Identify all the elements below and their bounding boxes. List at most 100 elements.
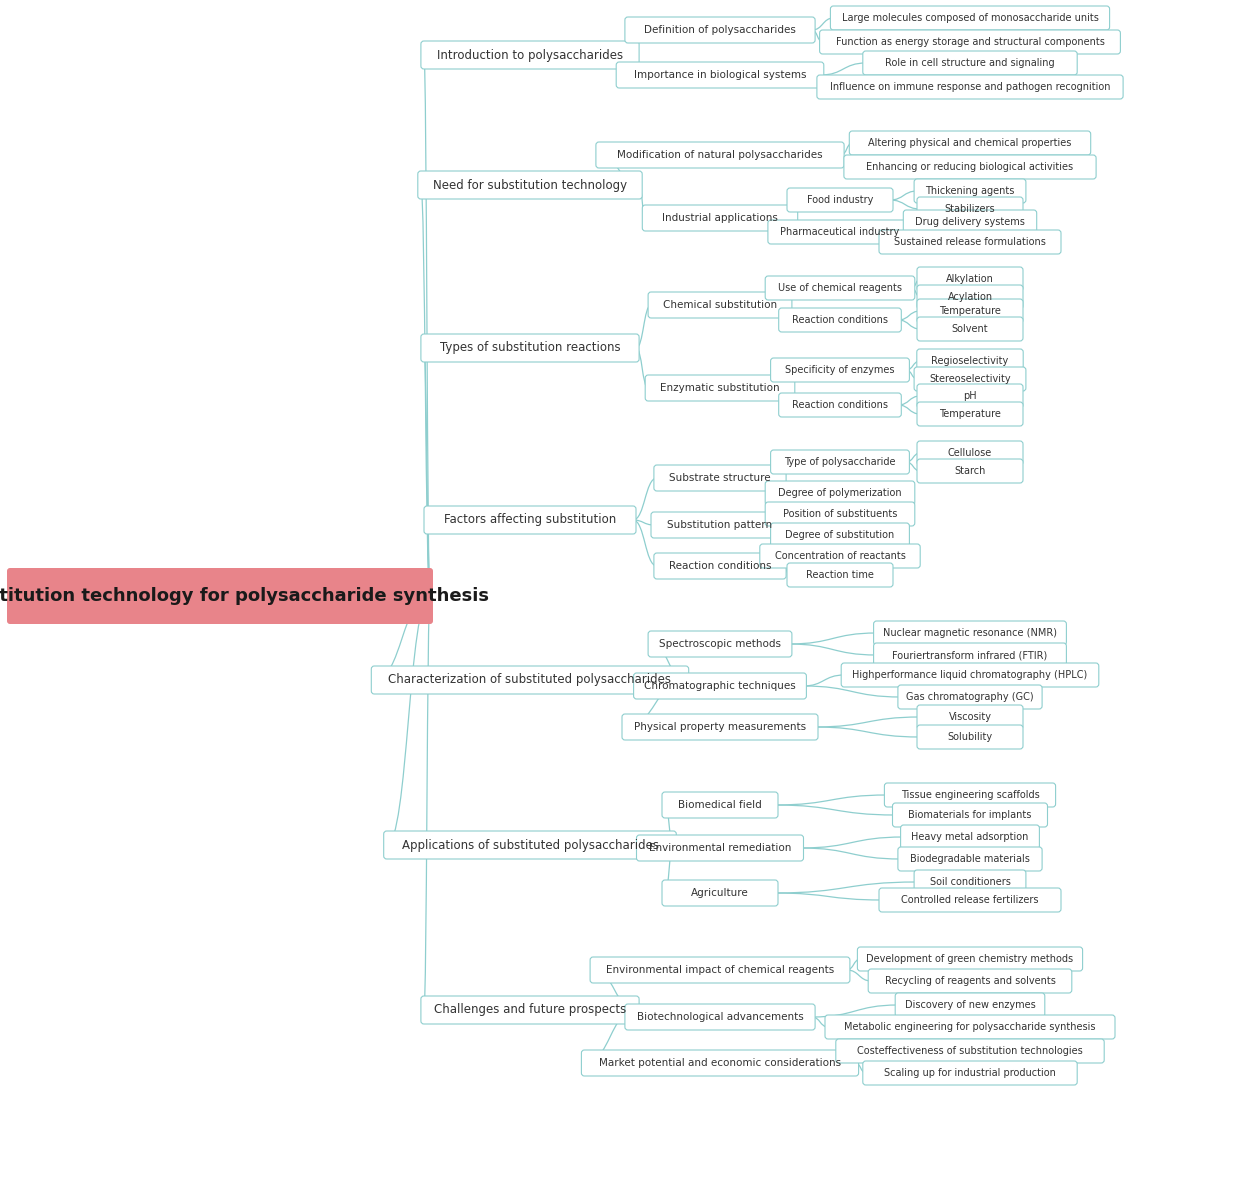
Text: Use of chemical reagents: Use of chemical reagents: [777, 283, 901, 293]
Text: Position of substituents: Position of substituents: [782, 509, 898, 519]
Text: Concentration of reactants: Concentration of reactants: [775, 551, 905, 561]
FancyBboxPatch shape: [820, 30, 1121, 54]
Text: Pharmaceutical industry: Pharmaceutical industry: [780, 226, 900, 237]
Text: Substitution technology for polysaccharide synthesis: Substitution technology for polysacchari…: [0, 586, 490, 606]
Text: Chemical substitution: Chemical substitution: [663, 300, 777, 310]
FancyBboxPatch shape: [918, 459, 1023, 483]
Text: Biodegradable materials: Biodegradable materials: [910, 853, 1030, 864]
FancyBboxPatch shape: [420, 997, 639, 1024]
Text: Applications of substituted polysaccharides: Applications of substituted polysacchari…: [402, 838, 658, 851]
Text: Challenges and future prospects: Challenges and future prospects: [434, 1004, 626, 1017]
Text: Large molecules composed of monosaccharide units: Large molecules composed of monosacchari…: [842, 13, 1099, 23]
FancyBboxPatch shape: [918, 402, 1023, 426]
FancyBboxPatch shape: [863, 1061, 1078, 1085]
Text: Factors affecting substitution: Factors affecting substitution: [444, 514, 616, 527]
FancyBboxPatch shape: [893, 803, 1048, 827]
Text: Agriculture: Agriculture: [691, 888, 749, 898]
Text: Development of green chemistry methods: Development of green chemistry methods: [867, 954, 1074, 964]
FancyBboxPatch shape: [424, 505, 636, 534]
Text: Characterization of substituted polysaccharides: Characterization of substituted polysacc…: [388, 673, 672, 687]
FancyBboxPatch shape: [770, 523, 909, 547]
Text: Biotechnological advancements: Biotechnological advancements: [636, 1012, 804, 1022]
Text: Temperature: Temperature: [939, 306, 1001, 316]
FancyBboxPatch shape: [7, 569, 433, 623]
FancyBboxPatch shape: [918, 267, 1023, 291]
Text: pH: pH: [963, 391, 977, 401]
Text: Stereoselectivity: Stereoselectivity: [929, 374, 1011, 384]
Text: Acylation: Acylation: [947, 292, 992, 302]
Text: Food industry: Food industry: [807, 195, 873, 205]
FancyBboxPatch shape: [831, 6, 1110, 30]
FancyBboxPatch shape: [622, 714, 818, 740]
Text: Highperformance liquid chromatography (HPLC): Highperformance liquid chromatography (H…: [852, 670, 1087, 679]
Text: Definition of polysaccharides: Definition of polysaccharides: [644, 25, 796, 35]
Text: Regioselectivity: Regioselectivity: [931, 356, 1008, 366]
FancyBboxPatch shape: [383, 831, 676, 859]
Text: Substrate structure: Substrate structure: [670, 473, 771, 483]
FancyBboxPatch shape: [649, 292, 792, 318]
FancyBboxPatch shape: [760, 544, 920, 569]
FancyBboxPatch shape: [884, 783, 1055, 807]
FancyBboxPatch shape: [662, 880, 777, 906]
FancyBboxPatch shape: [590, 957, 849, 983]
FancyBboxPatch shape: [662, 791, 777, 818]
Text: Solubility: Solubility: [947, 732, 992, 741]
Text: Starch: Starch: [955, 466, 986, 476]
FancyBboxPatch shape: [582, 1050, 858, 1076]
Text: Reaction conditions: Reaction conditions: [792, 401, 888, 410]
Text: Biomaterials for implants: Biomaterials for implants: [909, 811, 1032, 820]
Text: Physical property measurements: Physical property measurements: [634, 722, 806, 732]
FancyBboxPatch shape: [642, 205, 797, 231]
FancyBboxPatch shape: [653, 465, 786, 491]
Text: Environmental remediation: Environmental remediation: [649, 843, 791, 853]
Text: Metabolic engineering for polysaccharide synthesis: Metabolic engineering for polysaccharide…: [844, 1022, 1096, 1032]
Text: Introduction to polysaccharides: Introduction to polysaccharides: [436, 49, 622, 62]
Text: Controlled release fertilizers: Controlled release fertilizers: [901, 895, 1039, 905]
FancyBboxPatch shape: [900, 825, 1039, 849]
FancyBboxPatch shape: [918, 197, 1023, 221]
FancyBboxPatch shape: [849, 131, 1091, 155]
Text: Gas chromatography (GC): Gas chromatography (GC): [906, 693, 1034, 702]
FancyBboxPatch shape: [765, 277, 915, 300]
FancyBboxPatch shape: [418, 170, 642, 199]
FancyBboxPatch shape: [914, 179, 1025, 203]
Text: Enhancing or reducing biological activities: Enhancing or reducing biological activit…: [867, 162, 1074, 172]
FancyBboxPatch shape: [918, 299, 1023, 323]
FancyBboxPatch shape: [420, 334, 639, 362]
FancyBboxPatch shape: [768, 221, 913, 244]
Text: Substitution pattern: Substitution pattern: [667, 520, 773, 530]
FancyBboxPatch shape: [625, 1004, 815, 1030]
FancyBboxPatch shape: [857, 946, 1083, 971]
FancyBboxPatch shape: [879, 230, 1061, 254]
Text: Solvent: Solvent: [951, 324, 988, 334]
Text: Alkylation: Alkylation: [946, 274, 994, 284]
Text: Heavy metal adsorption: Heavy metal adsorption: [911, 832, 1029, 842]
FancyBboxPatch shape: [770, 358, 909, 381]
FancyBboxPatch shape: [914, 367, 1025, 391]
Text: Costeffectiveness of substitution technologies: Costeffectiveness of substitution techno…: [857, 1047, 1083, 1056]
Text: Discovery of new enzymes: Discovery of new enzymes: [905, 1000, 1035, 1010]
Text: Modification of natural polysaccharides: Modification of natural polysaccharides: [618, 150, 823, 160]
FancyBboxPatch shape: [874, 642, 1066, 668]
FancyBboxPatch shape: [863, 51, 1078, 75]
FancyBboxPatch shape: [420, 41, 639, 69]
FancyBboxPatch shape: [895, 993, 1045, 1017]
FancyBboxPatch shape: [844, 155, 1096, 179]
FancyBboxPatch shape: [787, 188, 893, 212]
FancyBboxPatch shape: [596, 142, 844, 168]
Text: Influence on immune response and pathogen recognition: Influence on immune response and pathoge…: [830, 82, 1110, 92]
Text: Cellulose: Cellulose: [947, 448, 992, 458]
FancyBboxPatch shape: [918, 441, 1023, 465]
FancyBboxPatch shape: [918, 285, 1023, 309]
Text: Altering physical and chemical properties: Altering physical and chemical propertie…: [868, 138, 1071, 148]
FancyBboxPatch shape: [817, 75, 1123, 99]
FancyBboxPatch shape: [645, 375, 795, 401]
FancyBboxPatch shape: [879, 888, 1061, 912]
Text: Market potential and economic considerations: Market potential and economic considerat…: [599, 1058, 841, 1068]
Text: Role in cell structure and signaling: Role in cell structure and signaling: [885, 58, 1055, 68]
Text: Recycling of reagents and solvents: Recycling of reagents and solvents: [884, 976, 1055, 986]
FancyBboxPatch shape: [636, 836, 804, 861]
FancyBboxPatch shape: [916, 349, 1023, 373]
FancyBboxPatch shape: [898, 848, 1042, 871]
Text: Need for substitution technology: Need for substitution technology: [433, 179, 627, 192]
